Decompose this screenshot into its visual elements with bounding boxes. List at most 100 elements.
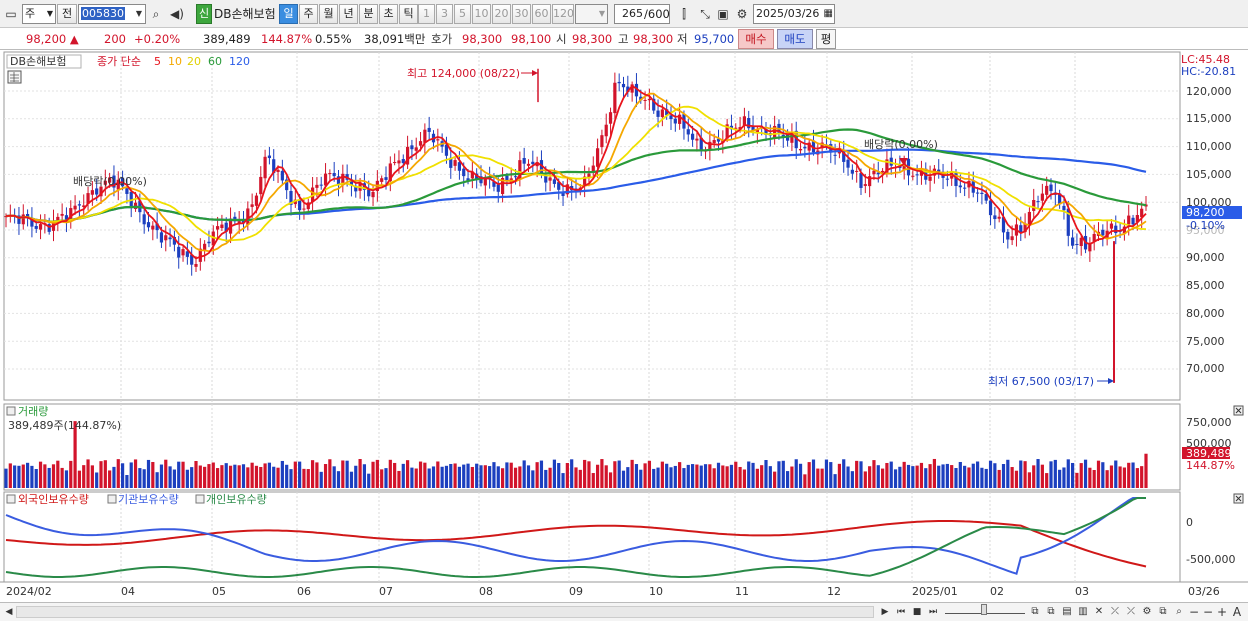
stock-chart[interactable]: DB손해보험 종가 단순 5 10 20 60 120 최고 124,000 (… xyxy=(0,51,1248,602)
volume-bar xyxy=(552,459,557,488)
holdings-panel-handle[interactable] xyxy=(6,494,16,504)
table-icon[interactable] xyxy=(7,70,22,84)
interval-120[interactable]: 120 xyxy=(552,4,574,24)
candle-body xyxy=(25,213,30,218)
stock-code-input[interactable]: 005830 ▼ xyxy=(78,4,146,24)
candle-body xyxy=(332,172,336,177)
ask-label: 호가 xyxy=(431,32,453,46)
tool-2-icon[interactable]: ⤫ xyxy=(1127,606,1135,617)
interval-20[interactable]: 20 xyxy=(492,4,511,24)
candle-body xyxy=(725,124,729,139)
prev-button[interactable]: 전 xyxy=(57,4,77,24)
interval-10[interactable]: 10 xyxy=(472,4,491,24)
volume-bar xyxy=(410,467,414,488)
copy-icon[interactable]: ⧉ xyxy=(1159,606,1167,617)
candle-body xyxy=(30,218,34,227)
layout-4-icon[interactable]: ▥ xyxy=(1078,606,1088,617)
stop-icon[interactable]: ■ xyxy=(912,607,922,617)
zoom-slider-handle[interactable] xyxy=(981,604,987,615)
date-input[interactable]: 2025/03/26 ▦ xyxy=(753,4,835,24)
gear-icon[interactable]: ⚙ xyxy=(736,7,748,21)
candle-body xyxy=(595,148,600,167)
candle-body xyxy=(56,216,60,222)
volume-bar xyxy=(47,467,51,488)
candle-body xyxy=(354,185,358,192)
save-icon[interactable]: ▣ xyxy=(717,7,729,21)
volume-bar xyxy=(345,460,349,488)
font-size-icon[interactable]: A xyxy=(1232,605,1242,619)
volume-bar xyxy=(695,464,699,488)
tab-period-tick[interactable]: 틱 xyxy=(399,4,418,24)
volume-bar xyxy=(911,466,915,488)
candle-body xyxy=(669,115,673,120)
tab-period-week[interactable]: 주 xyxy=(299,4,318,24)
volume-bar xyxy=(457,466,462,488)
volume-panel-handle[interactable] xyxy=(6,406,16,416)
stock-label: DB손해보험 xyxy=(10,54,67,68)
sell-button[interactable]: 매도 xyxy=(777,29,813,49)
volume-bar xyxy=(488,466,492,488)
candle-body xyxy=(855,170,859,172)
scroll-left-icon[interactable]: ◀ xyxy=(5,607,13,617)
interval-3[interactable]: 3 xyxy=(436,4,453,24)
interval-5[interactable]: 5 xyxy=(454,4,471,24)
candle-body xyxy=(414,147,418,151)
eval-button[interactable]: 평 xyxy=(816,29,836,49)
volume-bar xyxy=(1010,467,1014,488)
x-label-02: 02 xyxy=(990,585,1004,598)
volume-bar xyxy=(902,461,906,488)
layout-2-icon[interactable]: ⧉ xyxy=(1047,606,1055,617)
layout-3-icon[interactable]: ▤ xyxy=(1062,606,1072,617)
market-select[interactable]: 주 ▼ xyxy=(22,4,56,24)
zoom-icon[interactable]: ⌕ xyxy=(1176,606,1182,617)
fast-forward-icon[interactable]: ⏭ xyxy=(928,607,938,617)
layout-icon[interactable]: ⧉ xyxy=(1031,606,1039,617)
candle-body xyxy=(215,226,220,230)
tab-period-month[interactable]: 월 xyxy=(319,4,338,24)
zoom-in-icon[interactable]: + xyxy=(1216,605,1228,619)
zoom-out-icon[interactable]: − xyxy=(1188,605,1200,619)
search-icon[interactable]: ⌕ xyxy=(152,7,160,21)
tab-period-second[interactable]: 초 xyxy=(379,4,398,24)
interval-60[interactable]: 60 xyxy=(532,4,551,24)
candle-body xyxy=(384,177,388,180)
window-icon[interactable]: ▭ xyxy=(5,7,17,21)
drawing-tool-icon[interactable]: ⤡ xyxy=(700,7,710,21)
tool-icon[interactable]: ⤫ xyxy=(1111,606,1119,617)
volume-bar xyxy=(479,465,483,488)
dividend-annotation-2: 배당락(0.00%) xyxy=(864,138,938,151)
holdings-marks xyxy=(5,497,1147,578)
volume-bar xyxy=(1109,465,1114,488)
crosshair-icon[interactable]: ✕ xyxy=(1094,606,1104,617)
volume-bar xyxy=(1144,453,1148,488)
count-input[interactable]: 265 xyxy=(614,4,670,24)
zoom-reset-icon[interactable]: − xyxy=(1202,605,1214,619)
volume-bar xyxy=(298,461,302,488)
open-price: 98,300 xyxy=(572,32,613,46)
candle-type-icon[interactable]: ⫿ xyxy=(682,7,686,21)
volume-bar xyxy=(669,467,673,488)
volume-bar xyxy=(954,468,958,488)
volume-title: 거래량 xyxy=(18,405,48,418)
candle-body xyxy=(77,204,82,206)
speaker-icon[interactable]: ◀) xyxy=(170,7,184,21)
interval-1[interactable]: 1 xyxy=(418,4,435,24)
candle-body xyxy=(1027,211,1032,225)
y-tick-95000: 95,000 xyxy=(1186,224,1225,237)
candle-body xyxy=(1092,233,1096,242)
tab-period-minute[interactable]: 분 xyxy=(359,4,378,24)
volume-bar xyxy=(142,469,146,488)
interval-30[interactable]: 30 xyxy=(512,4,531,24)
rewind-icon[interactable]: ⏮ xyxy=(896,607,906,617)
zoom-slider[interactable] xyxy=(945,604,1025,615)
candle-body xyxy=(470,171,474,179)
tab-period-year[interactable]: 년 xyxy=(339,4,358,24)
scroll-right-icon[interactable]: ▶ xyxy=(881,607,889,617)
candle-body xyxy=(483,179,487,186)
horizontal-scrollbar[interactable] xyxy=(16,606,874,618)
interval-custom-select[interactable]: ▼ xyxy=(575,4,608,24)
candle-body xyxy=(1114,225,1118,234)
settings-small-icon[interactable]: ⚙ xyxy=(1142,606,1152,617)
buy-button[interactable]: 매수 xyxy=(738,29,774,49)
tab-period-day[interactable]: 일 xyxy=(279,4,298,24)
